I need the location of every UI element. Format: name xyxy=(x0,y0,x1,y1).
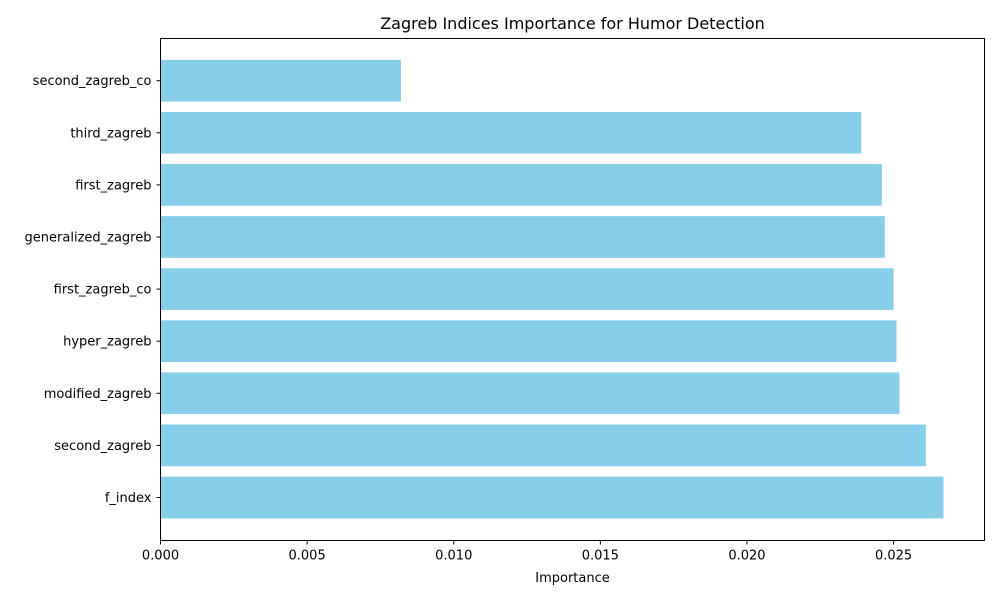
bar-second-zagreb-co xyxy=(160,59,401,102)
y-tick-label: first_zagreb_co xyxy=(54,283,152,298)
y-tick-label: f_index xyxy=(105,491,152,506)
y-tick-label: generalized_zagreb xyxy=(25,231,152,246)
bar-modified-zagreb xyxy=(160,372,900,415)
y-tick-label: first_zagreb xyxy=(75,178,151,193)
x-axis-label: Importance xyxy=(535,571,610,586)
bar-second-zagreb xyxy=(160,424,926,467)
bars-group xyxy=(160,59,944,519)
x-axis: 0.000 0.005 0.010 0.015 0.020 0.025 xyxy=(142,540,912,564)
y-tick-label: modified_zagreb xyxy=(44,387,152,402)
x-tick-label: 0.020 xyxy=(728,549,765,564)
x-tick-label: 0.000 xyxy=(142,549,179,564)
x-tick-label: 0.025 xyxy=(875,549,912,564)
y-axis: f_index second_zagreb modified_zagreb hyper… xyxy=(25,74,161,506)
y-tick-label: second_zagreb xyxy=(54,439,151,454)
bar-generalized-zagreb xyxy=(160,216,885,258)
bar-third-zagreb xyxy=(160,111,862,154)
plot-area-frame xyxy=(160,38,985,541)
x-tick-label: 0.015 xyxy=(582,549,619,564)
y-tick-label: third_zagreb xyxy=(70,126,151,141)
bar-first-zagreb xyxy=(160,164,882,206)
y-tick-label: hyper_zagreb xyxy=(63,335,151,350)
bar-f-index xyxy=(160,476,944,519)
x-tick-label: 0.010 xyxy=(435,549,472,564)
bar-hyper-zagreb xyxy=(160,320,897,363)
x-tick-label: 0.005 xyxy=(289,549,326,564)
bar-first-zagreb-co xyxy=(160,268,894,310)
chart-title: Zagreb Indices Importance for Humor Dete… xyxy=(380,14,765,33)
y-tick-label: second_zagreb_co xyxy=(33,74,152,89)
